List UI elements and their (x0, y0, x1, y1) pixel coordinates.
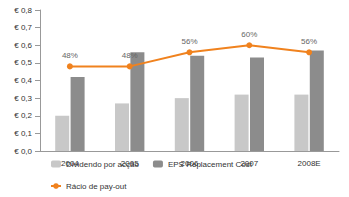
svg-text:€ 0,7: € 0,7 (14, 23, 32, 32)
svg-text:€ 0,4: € 0,4 (14, 76, 32, 85)
svg-text:€ 0,2: € 0,2 (14, 111, 32, 120)
svg-text:2008E: 2008E (298, 159, 321, 168)
svg-text:48%: 48% (122, 51, 138, 60)
svg-text:56%: 56% (301, 37, 317, 46)
svg-text:56%: 56% (181, 37, 197, 46)
svg-text:€ 0,3: € 0,3 (14, 94, 32, 103)
svg-text:€ 0,0: € 0,0 (14, 147, 32, 156)
svg-text:€ 0,8: € 0,8 (14, 6, 32, 15)
svg-text:60%: 60% (241, 30, 257, 39)
svg-text:48%: 48% (62, 51, 78, 60)
svg-text:Dividendo por acção: Dividendo por acção (66, 160, 139, 169)
svg-text:€ 0,5: € 0,5 (14, 58, 32, 67)
svg-text:€ 0,1: € 0,1 (14, 129, 32, 138)
svg-text:€ 0,6: € 0,6 (14, 41, 32, 50)
svg-text:EPS Replacement Cost: EPS Replacement Cost (168, 160, 253, 169)
svg-text:Rácio de pay-out: Rácio de pay-out (66, 182, 127, 191)
